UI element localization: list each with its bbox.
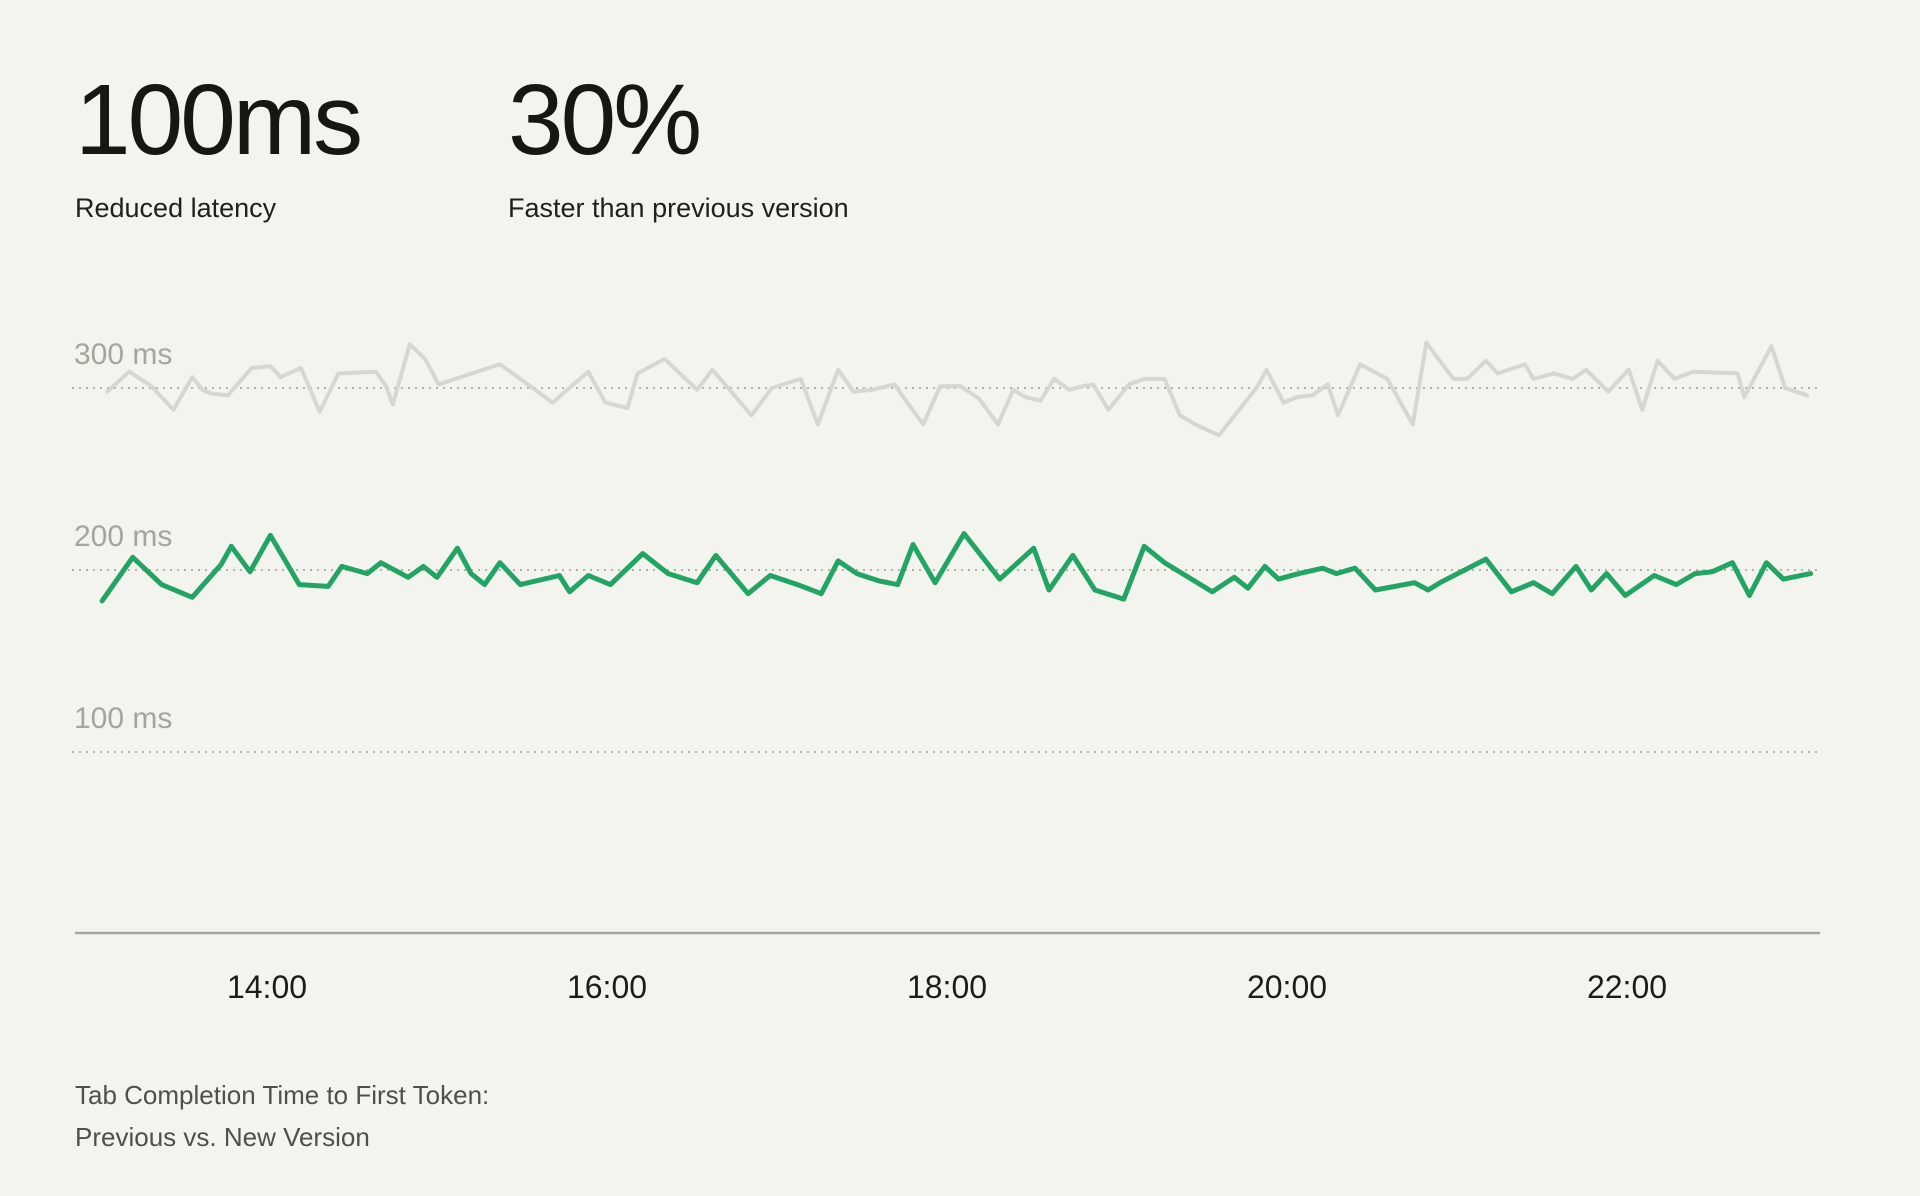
stat-value-percent: 30% [508,64,702,176]
stats-row: 100ms Reduced latency 30% Faster than pr… [75,70,849,224]
series-line-previous [105,340,1810,438]
stat-label-percent: Faster than previous version [508,193,849,223]
stat-value-latency: 100ms [75,64,363,176]
stat-faster-percentage: 30% Faster than previous version [508,70,849,224]
series-line-new [99,531,1814,604]
stat-reduced-latency: 100ms Reduced latency [75,70,508,224]
y-tick-label-100: 100 ms [74,702,172,735]
chart-caption: Tab Completion Time to First Token: Prev… [75,1074,489,1158]
x-tick-label-16:00: 16:00 [567,969,647,1005]
x-tick-label-14:00: 14:00 [227,969,307,1005]
chart-caption-line-1: Tab Completion Time to First Token: [75,1080,490,1110]
chart-caption-line-2: Previous vs. New Version [75,1122,370,1152]
y-tick-label-200: 200 ms [74,520,172,553]
y-tick-label-300: 300 ms [74,338,172,371]
stat-label-latency: Reduced latency [75,193,277,223]
x-tick-label-22:00: 22:00 [1587,969,1667,1005]
x-tick-label-20:00: 20:00 [1247,969,1327,1005]
x-tick-label-18:00: 18:00 [907,969,987,1005]
